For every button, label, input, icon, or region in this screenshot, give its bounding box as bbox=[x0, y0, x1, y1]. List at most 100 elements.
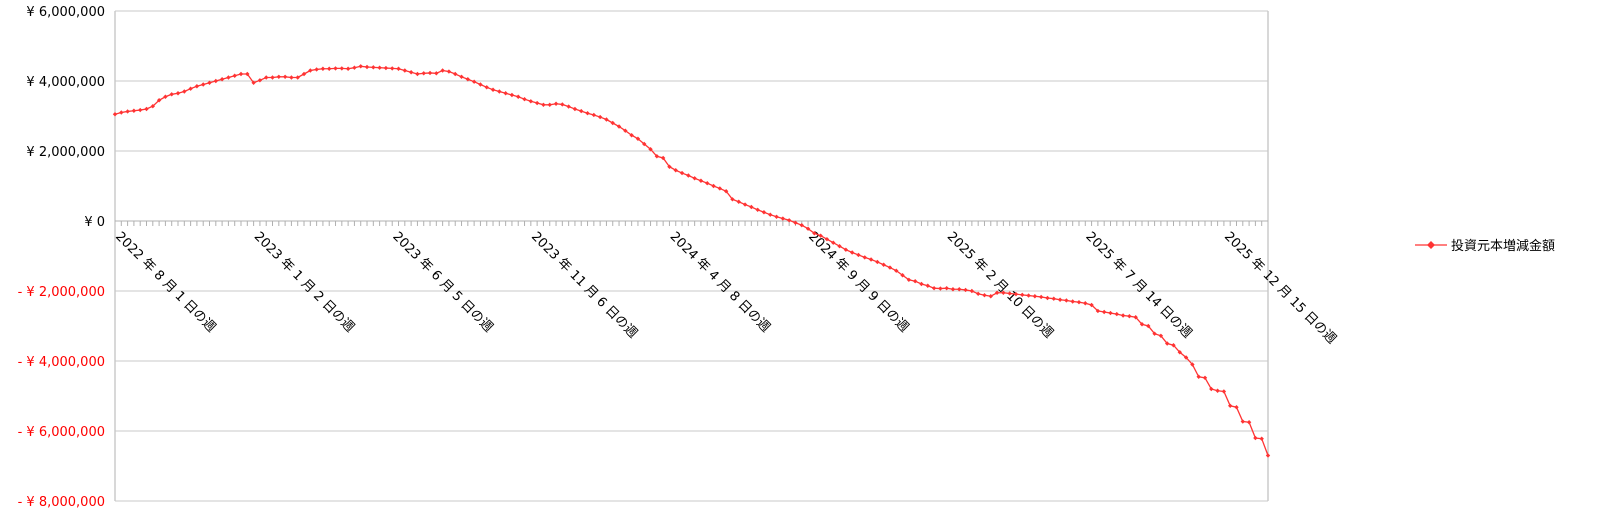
y-tick-label: ¥ 2,000,000 bbox=[26, 145, 105, 160]
data-point bbox=[257, 78, 263, 83]
data-point bbox=[1202, 375, 1208, 380]
data-point bbox=[1133, 315, 1138, 320]
data-point bbox=[377, 65, 382, 70]
data-point bbox=[566, 104, 571, 109]
data-point bbox=[875, 259, 880, 265]
data-point bbox=[314, 67, 319, 72]
x-tick-label: 2025 年 7 月 14 日の週 bbox=[1082, 229, 1194, 341]
data-point bbox=[390, 66, 395, 71]
data-point bbox=[125, 109, 130, 114]
data-point bbox=[616, 124, 622, 129]
data-point bbox=[1127, 314, 1132, 319]
data-point bbox=[1177, 350, 1182, 355]
data-point bbox=[786, 218, 792, 223]
legend-marker bbox=[1427, 241, 1435, 249]
data-point bbox=[679, 170, 685, 176]
data-point bbox=[994, 290, 1000, 295]
data-point bbox=[849, 250, 855, 255]
data-point bbox=[906, 277, 912, 282]
data-point bbox=[988, 294, 993, 299]
data-point bbox=[749, 204, 754, 210]
data-point bbox=[868, 257, 874, 262]
data-point bbox=[736, 199, 741, 204]
data-point bbox=[497, 89, 502, 94]
data-point bbox=[931, 286, 937, 291]
data-point bbox=[175, 91, 181, 96]
data-point bbox=[963, 287, 968, 293]
data-point bbox=[471, 79, 477, 84]
data-point bbox=[327, 66, 332, 71]
data-point bbox=[188, 86, 193, 91]
data-point bbox=[364, 64, 370, 70]
data-point bbox=[1114, 311, 1119, 317]
data-point bbox=[944, 286, 949, 291]
data-point bbox=[112, 112, 118, 117]
y-tick-label: ¥ 6,000,000 bbox=[26, 5, 105, 20]
data-point bbox=[1196, 374, 1201, 379]
data-point bbox=[686, 173, 691, 178]
data-point bbox=[150, 104, 156, 109]
data-point bbox=[780, 216, 786, 221]
data-point bbox=[503, 91, 508, 96]
data-point bbox=[490, 87, 496, 92]
data-point bbox=[698, 178, 704, 183]
data-point bbox=[1007, 291, 1012, 296]
data-point bbox=[723, 189, 729, 194]
data-point bbox=[768, 212, 773, 217]
data-point bbox=[635, 136, 641, 141]
data-point bbox=[881, 262, 886, 267]
data-point bbox=[604, 117, 609, 122]
data-point bbox=[547, 102, 552, 107]
data-point bbox=[824, 237, 830, 242]
data-point bbox=[238, 71, 244, 77]
data-point bbox=[957, 287, 962, 292]
data-point bbox=[1026, 293, 1031, 298]
data-point bbox=[585, 111, 590, 116]
x-tick-label: 2025 年 2 月 10 日の週 bbox=[944, 229, 1056, 341]
data-point bbox=[755, 207, 760, 212]
data-point bbox=[1089, 302, 1094, 308]
data-point bbox=[654, 154, 660, 159]
data-point bbox=[402, 68, 408, 73]
data-point bbox=[516, 94, 521, 99]
data-point bbox=[1120, 313, 1126, 318]
data-point bbox=[1020, 292, 1025, 298]
data-point bbox=[1183, 355, 1189, 360]
data-point bbox=[358, 64, 363, 69]
y-tick-label: - ¥ 4,000,000 bbox=[18, 355, 105, 370]
data-point bbox=[213, 78, 219, 84]
data-point bbox=[440, 68, 445, 73]
y-tick-label: ¥ 0 bbox=[84, 215, 105, 230]
data-point bbox=[692, 176, 697, 181]
data-point bbox=[427, 70, 433, 76]
data-point bbox=[912, 279, 918, 284]
data-point bbox=[1221, 389, 1227, 394]
data-point bbox=[182, 89, 187, 94]
data-point bbox=[887, 265, 893, 270]
data-point bbox=[459, 74, 464, 79]
data-point bbox=[1001, 290, 1006, 295]
data-point bbox=[1164, 341, 1170, 346]
data-point bbox=[232, 73, 237, 78]
data-point bbox=[660, 155, 666, 161]
x-tick-label: 2023 年 6 月 5 日の週 bbox=[389, 229, 495, 335]
data-point bbox=[295, 75, 300, 80]
data-point bbox=[194, 84, 200, 89]
data-point bbox=[219, 77, 225, 82]
data-point bbox=[894, 268, 899, 273]
data-point bbox=[1190, 362, 1195, 367]
data-point bbox=[251, 80, 256, 85]
data-point bbox=[1064, 298, 1069, 303]
data-point bbox=[648, 147, 653, 152]
data-point bbox=[1253, 435, 1258, 441]
data-point bbox=[1032, 294, 1038, 299]
data-point bbox=[1139, 322, 1145, 327]
data-point bbox=[1095, 308, 1101, 314]
data-point bbox=[667, 164, 672, 169]
data-point bbox=[1146, 323, 1151, 329]
data-point bbox=[805, 226, 811, 231]
y-tick-label: - ¥ 8,000,000 bbox=[18, 495, 105, 510]
data-point bbox=[1070, 299, 1075, 304]
data-point bbox=[478, 82, 483, 87]
